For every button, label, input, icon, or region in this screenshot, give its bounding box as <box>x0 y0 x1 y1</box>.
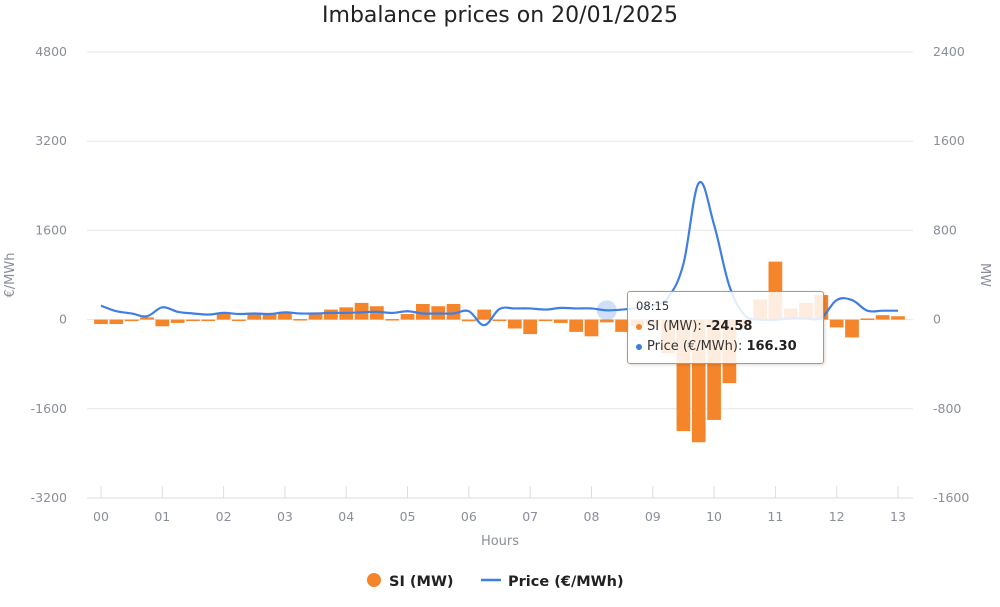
left-tick-label: -1600 <box>31 401 67 416</box>
x-tick-label: 05 <box>400 509 416 524</box>
hover-marker <box>596 300 617 321</box>
right-axis-ticks: 2400 1600 800 0 -800 -1600 <box>933 44 969 505</box>
si-bar <box>370 306 384 320</box>
tooltip-price-value: 166.30 <box>746 339 797 354</box>
si-bar <box>875 315 890 320</box>
si-bar <box>94 319 108 325</box>
x-tick-label: 07 <box>522 509 538 524</box>
x-axis-title: Hours <box>481 534 519 549</box>
si-bar <box>124 319 139 322</box>
si-bar <box>845 319 859 338</box>
si-bar <box>492 319 507 322</box>
si-bar <box>354 302 369 320</box>
left-tick-label: 1600 <box>35 222 67 237</box>
si-bar <box>262 312 277 320</box>
si-bar <box>201 319 216 322</box>
tooltip-price-dot-icon <box>636 343 642 350</box>
si-bar <box>186 319 200 322</box>
si-bar <box>155 319 170 327</box>
si-bar <box>247 312 262 320</box>
si-bar <box>599 319 614 323</box>
si-bar <box>400 314 415 320</box>
tooltip: 08:15 SI (MW): -24.58 Price (€/MWh): 166… <box>627 291 824 364</box>
si-bar <box>461 319 476 322</box>
legend-item-si[interactable]: SI (MW) <box>367 573 454 590</box>
x-tick-label: 10 <box>706 509 722 524</box>
tooltip-row-price: Price (€/MWh): 166.30 <box>636 337 815 357</box>
si-bar <box>615 319 629 332</box>
x-tick-label: 12 <box>829 509 845 524</box>
left-tick-label: 3200 <box>35 133 67 148</box>
right-tick-label: -800 <box>933 401 961 416</box>
x-tick-label: 06 <box>461 509 477 524</box>
si-bar <box>216 314 231 320</box>
right-tick-label: 1600 <box>933 133 965 148</box>
x-tick-label: 13 <box>890 509 906 524</box>
si-bar <box>385 319 400 321</box>
left-tick-label: 0 <box>59 312 67 327</box>
legend-price-label: Price (€/MWh) <box>508 574 624 590</box>
si-bar <box>324 309 338 320</box>
si-bar <box>416 303 430 320</box>
x-tick-label: 11 <box>767 509 783 524</box>
si-bar <box>553 319 568 323</box>
si-bar <box>278 312 292 320</box>
si-bar <box>170 319 185 323</box>
tooltip-time: 08:15 <box>636 299 670 313</box>
si-bar <box>308 314 323 320</box>
si-bar <box>538 319 553 322</box>
si-bar <box>109 319 124 325</box>
x-axis: 00 01 02 03 04 05 06 07 08 09 10 11 12 13 <box>87 486 913 524</box>
si-bar <box>860 318 875 320</box>
si-bar <box>477 309 492 320</box>
right-tick-label: 0 <box>933 312 941 327</box>
si-bar <box>446 303 461 320</box>
tooltip-si-dot-icon <box>636 323 642 330</box>
chart-title: Imbalance prices on 20/01/2025 <box>322 3 678 28</box>
x-tick-label: 00 <box>93 509 109 524</box>
tooltip-row-si: SI (MW): -24.58 <box>636 317 815 337</box>
right-tick-label: 800 <box>933 222 957 237</box>
right-axis-title: MW <box>977 263 992 287</box>
si-bar <box>232 319 246 322</box>
si-bar <box>507 319 522 329</box>
left-axis-ticks: 4800 3200 1600 0 -1600 -3200 <box>31 44 67 505</box>
si-bar <box>829 319 844 328</box>
legend-si-label: SI (MW) <box>389 574 454 590</box>
si-bar <box>891 316 905 320</box>
si-bar <box>293 319 308 321</box>
legend: SI (MW) Price (€/MWh) <box>367 573 624 590</box>
x-tick-label: 02 <box>216 509 232 524</box>
x-tick-label: 08 <box>584 509 600 524</box>
x-tick-label: 01 <box>154 509 170 524</box>
tooltip-price-label: Price (€/MWh): <box>647 339 747 354</box>
gridlines <box>87 51 913 499</box>
x-tick-label: 03 <box>277 509 293 524</box>
si-bar <box>523 319 538 335</box>
x-tick-label: 09 <box>645 509 661 524</box>
left-tick-label: -3200 <box>31 490 67 505</box>
tooltip-si-label: SI (MW): <box>647 319 706 334</box>
si-bar <box>140 317 154 320</box>
left-axis-title: €/MWh <box>3 253 18 298</box>
si-bar <box>569 319 583 332</box>
right-tick-label: 2400 <box>933 44 965 59</box>
legend-item-price[interactable]: Price (€/MWh) <box>481 574 624 590</box>
si-bar <box>584 319 599 337</box>
tooltip-si-value: -24.58 <box>705 319 753 334</box>
left-tick-label: 4800 <box>35 44 67 59</box>
legend-si-marker-icon <box>367 573 381 587</box>
x-tick-label: 04 <box>338 509 354 524</box>
right-tick-label: -1600 <box>933 490 969 505</box>
